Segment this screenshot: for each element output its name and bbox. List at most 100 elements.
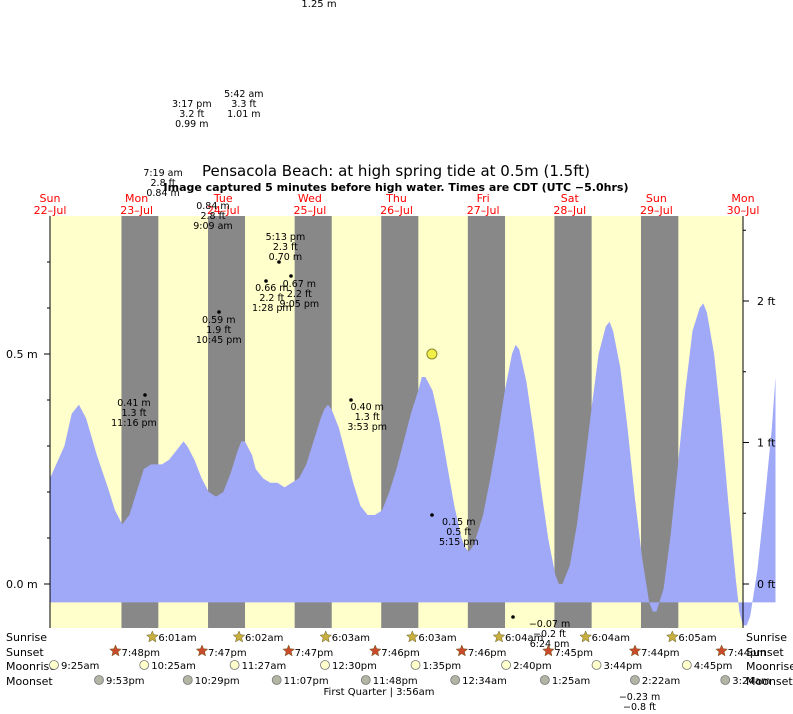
moonset-icon: [720, 675, 731, 685]
extreme-label: 1.3 ft: [355, 412, 380, 423]
moonset-icon: [450, 675, 461, 685]
row-label-moonrise-right: Moonrise: [746, 660, 793, 673]
day-name-label: Mon: [125, 192, 148, 205]
star-icon: [232, 630, 246, 643]
day-date-label: 24–Jul: [207, 204, 240, 217]
extreme-label: 0.59 m: [202, 315, 235, 326]
sunset-time: 7:46pm: [468, 648, 507, 659]
day-date-label: 22–Jul: [34, 204, 67, 217]
sunset-time: 7:47pm: [208, 648, 247, 659]
extreme-label: 2.2 ft: [259, 293, 284, 304]
left-tick-label: 0.0 m: [6, 578, 38, 591]
sunset-time: 7:47pm: [295, 648, 334, 659]
day-name-label: Sun: [646, 192, 667, 205]
extreme-label: 6:24 pm: [530, 639, 570, 650]
extreme-dot: [289, 274, 293, 278]
chart-subtitle: Image captured 5 minutes before high wat…: [164, 181, 629, 194]
moonrise-icon: [410, 660, 421, 670]
left-tick-label: 0.5 m: [6, 348, 38, 361]
moonrise-time: 2:40pm: [513, 661, 552, 672]
moonrise-time: 12:30pm: [332, 661, 377, 672]
extreme-label: 5:42 am: [224, 89, 263, 100]
extreme-dot: [511, 615, 515, 619]
star-icon: [492, 630, 506, 643]
moonset-icon: [539, 675, 550, 685]
star-icon: [195, 644, 209, 657]
sunset-time: 7:44pm: [641, 648, 680, 659]
day-labels: Sun22–JulMon23–JulTue24–JulWed25–JulThu2…: [34, 192, 760, 217]
moonrise-icon: [591, 660, 602, 670]
extreme-dot: [143, 393, 147, 397]
row-label-moonset: Moonset: [6, 675, 53, 688]
row-label-moonrise: Moonrise: [6, 660, 56, 673]
star-icon: [579, 630, 593, 643]
moonset-time: 10:29pm: [195, 676, 240, 687]
moonset-time: 3:24am: [732, 676, 770, 687]
extreme-label: 0.5 ft: [446, 527, 471, 538]
sunset-time: 7:45pm: [554, 648, 593, 659]
moonset-time: 1:25am: [552, 676, 590, 687]
day-name-label: Mon: [731, 192, 754, 205]
extreme-label: 0.99 m: [175, 119, 208, 130]
star-icon: [405, 630, 419, 643]
moonset-icon: [630, 675, 640, 685]
extreme-label: −0.23 m: [619, 692, 660, 703]
day-name-label: Sat: [561, 192, 580, 205]
sunrise-time: 6:04am: [505, 633, 543, 644]
extreme-label: 0.84 m: [146, 188, 179, 199]
extreme-label: 0.15 m: [442, 517, 475, 528]
extreme-dot: [277, 260, 281, 264]
star-icon: [715, 644, 728, 657]
moon-phase-label: First Quarter | 3:56am: [324, 687, 435, 698]
day-name-label: Wed: [298, 192, 322, 205]
extreme-label: 1.9 ft: [206, 325, 231, 336]
moonset-time: 12:34am: [462, 676, 507, 687]
moonset-icon: [182, 675, 193, 685]
extreme-label: 3:53 pm: [347, 422, 387, 433]
sunrise-time: 6:01am: [158, 633, 196, 644]
star-icon: [319, 630, 333, 643]
extreme-label: 1.01 m: [227, 109, 260, 120]
row-label-moonset-right: Moonset: [746, 675, 793, 688]
sunrise-time: 6:03am: [418, 633, 456, 644]
extreme-dot: [217, 310, 221, 314]
moonset-icon: [271, 675, 282, 685]
extreme-label: 9:09 am: [193, 221, 232, 232]
day-date-label: 29–Jul: [640, 204, 673, 217]
star-icon: [455, 644, 469, 657]
tide-curve: [50, 303, 776, 626]
extreme-label: 0.84 m: [196, 201, 229, 212]
moonrise-time: 1:35pm: [423, 661, 462, 672]
star-icon: [368, 644, 382, 657]
day-date-label: 27–Jul: [467, 204, 500, 217]
extreme-label: 0.66 m: [255, 283, 288, 294]
moonset-icon: [360, 675, 371, 685]
day-date-label: 25–Jul: [293, 204, 326, 217]
day-name-label: Fri: [477, 192, 490, 205]
extreme-label: 0.41 m: [117, 398, 150, 409]
row-label-sunrise-right: Sunrise: [746, 631, 787, 644]
moonrise-time: 3:44pm: [604, 661, 643, 672]
moonrise-time: 10:25am: [151, 661, 196, 672]
extreme-label: 1:28 pm: [252, 303, 292, 314]
top-cut-label: 1.25 m: [301, 0, 336, 10]
moonrise-time: 9:25am: [61, 661, 99, 672]
moonrise-time: 4:45pm: [694, 661, 733, 672]
sunset-time: 7:44pm: [728, 648, 767, 659]
moonset-time: 9:53pm: [106, 676, 145, 687]
astronomy-rows: Sunrise Sunset Moonrise Moonset Sunrise …: [6, 630, 793, 698]
row-label-sunrise: Sunrise: [6, 631, 47, 644]
star-icon: [542, 644, 555, 657]
tide-area: [50, 303, 776, 626]
extreme-label: −0.07 m: [529, 619, 570, 630]
extreme-label: 3.3 ft: [231, 99, 256, 110]
day-date-label: 30–Jul: [727, 204, 760, 217]
extreme-label: 0.40 m: [350, 402, 383, 413]
moonrise-icon: [320, 660, 330, 670]
extreme-label: 11:16 pm: [111, 418, 157, 429]
extreme-label: 2.3 ft: [273, 242, 298, 253]
extreme-dot: [264, 279, 268, 283]
moonrise-icon: [501, 660, 511, 670]
extreme-dot: [430, 513, 434, 517]
